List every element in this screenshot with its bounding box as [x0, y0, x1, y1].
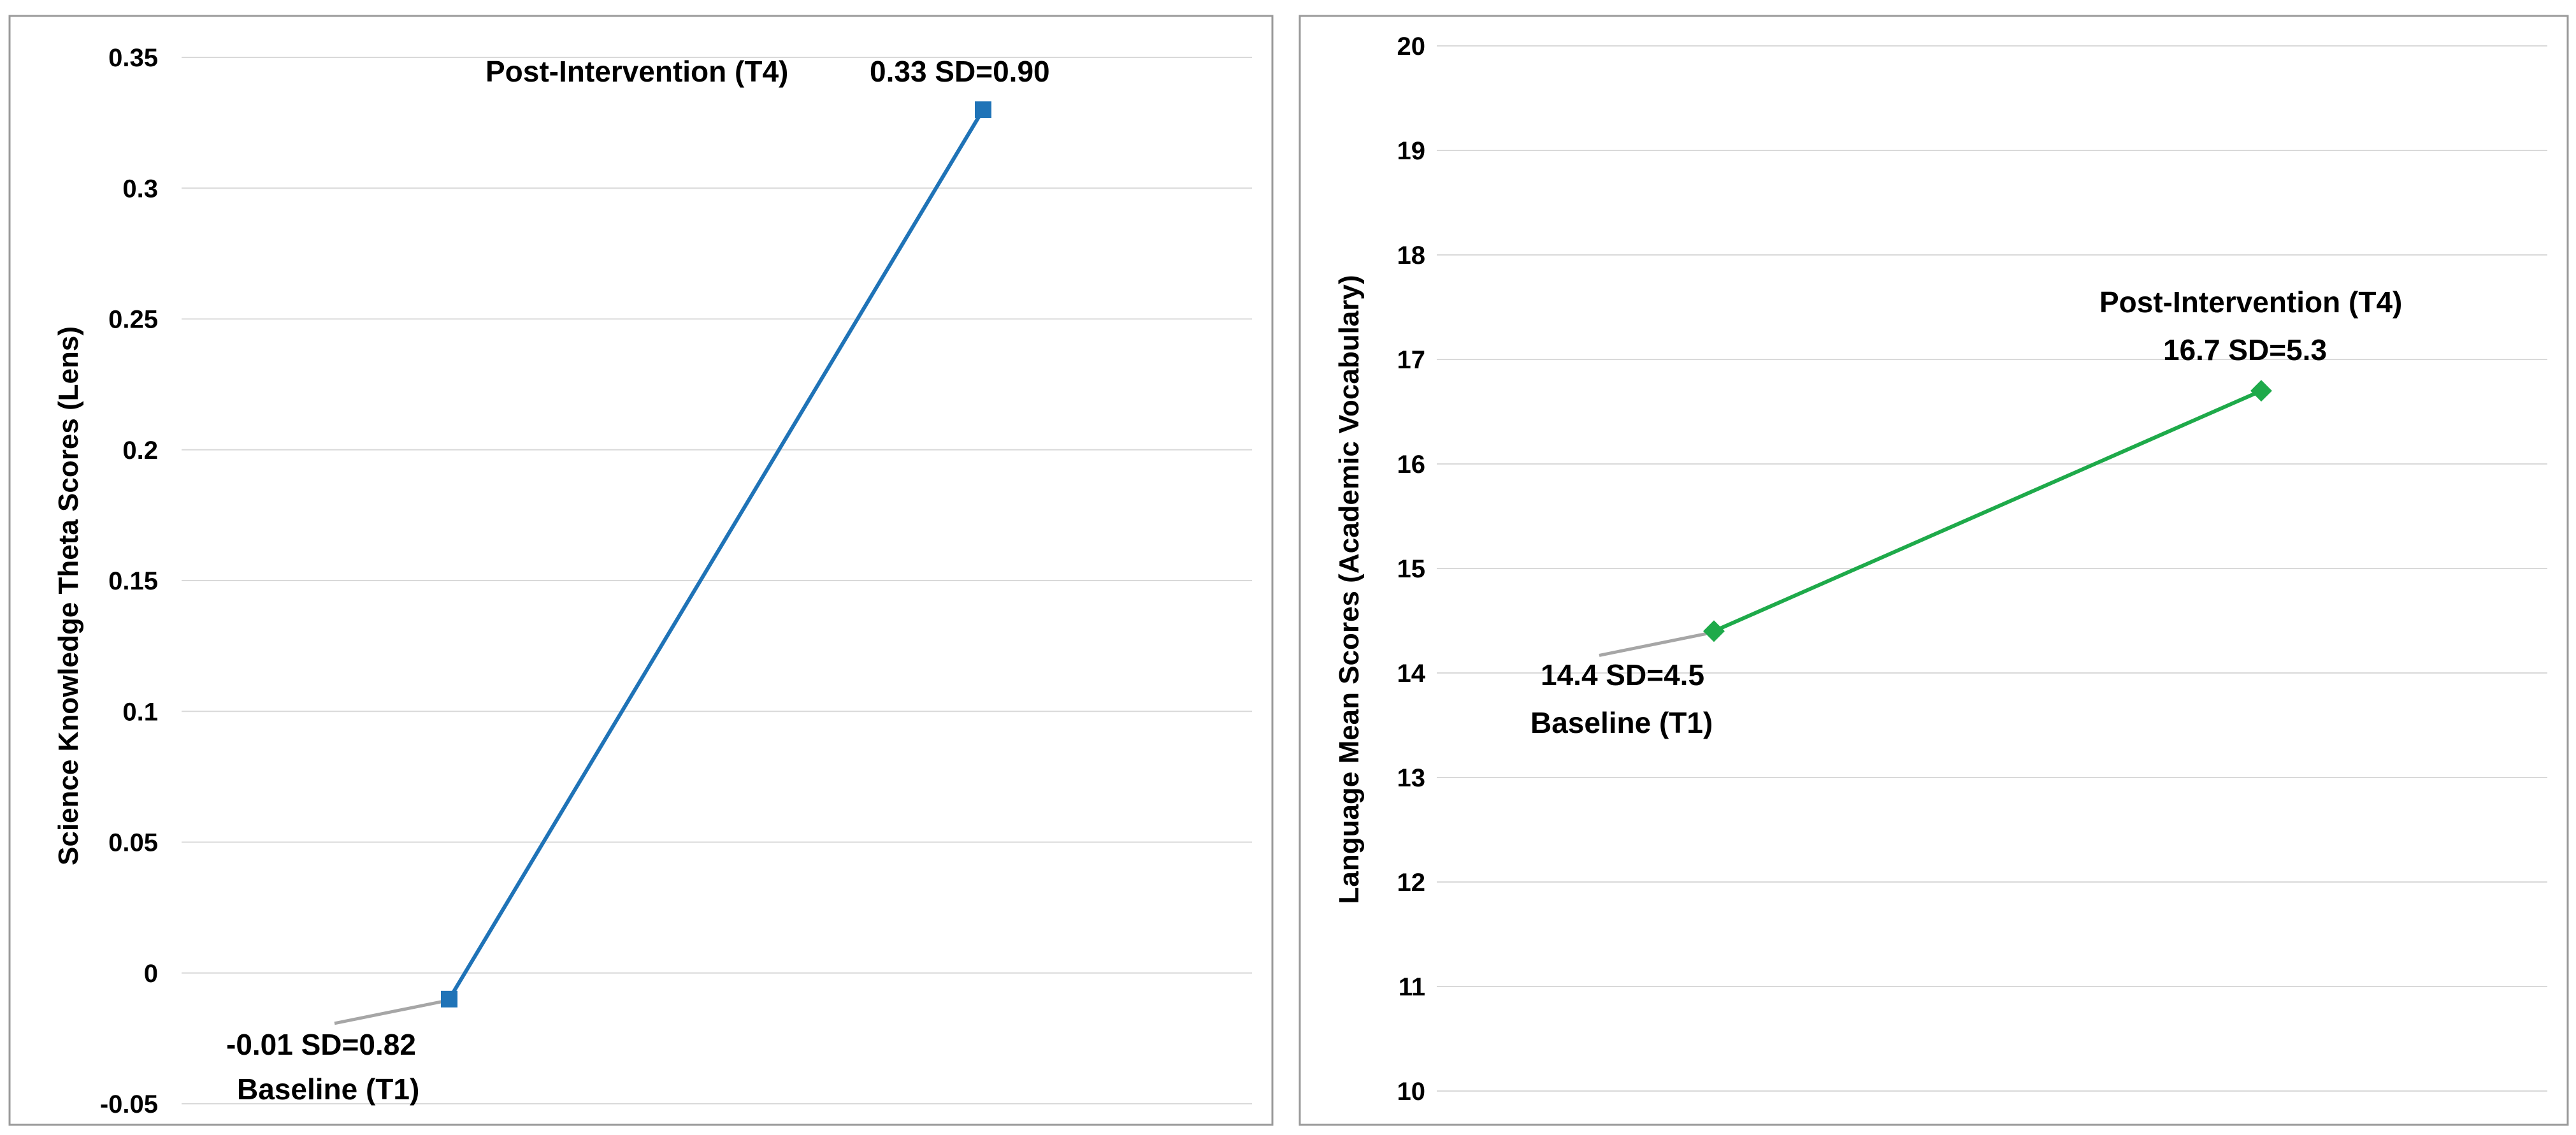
left-baseline-marker: [441, 990, 457, 1008]
right-y-tick-label: 16: [1397, 451, 1426, 479]
right-post-category-label: Post-Intervention (T4): [2099, 286, 2402, 319]
left-post-category-label: Post-Intervention (T4): [486, 55, 788, 88]
left-baseline-value-label: -0.01 SD=0.82: [226, 1028, 416, 1061]
left-y-tick-label: 0.1: [122, 698, 158, 726]
language-vocabulary-chart: 20 19 18 17 16 15 14 13 12 11 10 Language Mean Sco…: [1299, 15, 2569, 1126]
left-series-line: [447, 108, 985, 1001]
right-post-value-label: 16.7 SD=5.3: [2163, 333, 2327, 366]
left-y-axis-title: Science Knowledge Theta Scores (Lens): [53, 326, 84, 865]
right-y-tick-label: 14: [1397, 660, 1426, 688]
right-y-tick-labels: 20 19 18 17 16 15 14 13 12 11 10: [1397, 33, 1426, 1106]
right-series-line: [1713, 389, 2263, 633]
right-y-tick-label: 13: [1397, 764, 1426, 792]
right-y-tick-label: 19: [1397, 137, 1426, 165]
left-y-tick-labels: 0.35 0.3 0.25 0.2 0.15 0.1 0.05 0 -0.05: [100, 44, 158, 1118]
right-y-tick-label: 10: [1397, 1078, 1426, 1106]
right-y-tick-label: 11: [1399, 973, 1425, 1001]
left-y-tick-label: 0.05: [108, 829, 158, 857]
right-y-tick-label: 20: [1397, 33, 1426, 61]
science-knowledge-chart: 0.35 0.3 0.25 0.2 0.15 0.1 0.05 0 -0.05 Science …: [8, 15, 1274, 1126]
left-y-tick-label: 0.25: [108, 306, 158, 334]
right-baseline-leader-line: [1599, 632, 1707, 657]
left-y-tick-label: 0: [144, 960, 158, 988]
right-y-tick-label: 12: [1397, 869, 1426, 897]
left-y-tick-label: 0.2: [122, 437, 158, 465]
right-baseline-value-label: 14.4 SD=4.5: [1541, 658, 1704, 691]
right-y-tick-label: 18: [1397, 242, 1426, 270]
left-post-value-label: 0.33 SD=0.90: [870, 55, 1050, 88]
left-y-tick-label: -0.05: [100, 1090, 158, 1118]
right-gridlines: [1437, 45, 2547, 1092]
left-chart-border: [8, 15, 1274, 1126]
left-y-tick-label: 0.3: [122, 175, 158, 203]
left-baseline-leader-line: [334, 1000, 442, 1025]
right-baseline-category-label: Baseline (T1): [1530, 706, 1713, 739]
right-y-tick-label: 17: [1397, 346, 1426, 374]
left-y-tick-label: 0.35: [108, 44, 158, 72]
right-y-axis-title: Language Mean Scores (Academic Vocabular…: [1334, 275, 1365, 904]
left-gridlines: [182, 57, 1252, 1104]
right-y-tick-label: 15: [1397, 555, 1426, 583]
left-post-marker: [975, 101, 991, 119]
left-baseline-category-label: Baseline (T1): [237, 1073, 419, 1106]
right-chart-border: [1299, 15, 2569, 1126]
left-y-tick-label: 0.15: [108, 567, 158, 595]
